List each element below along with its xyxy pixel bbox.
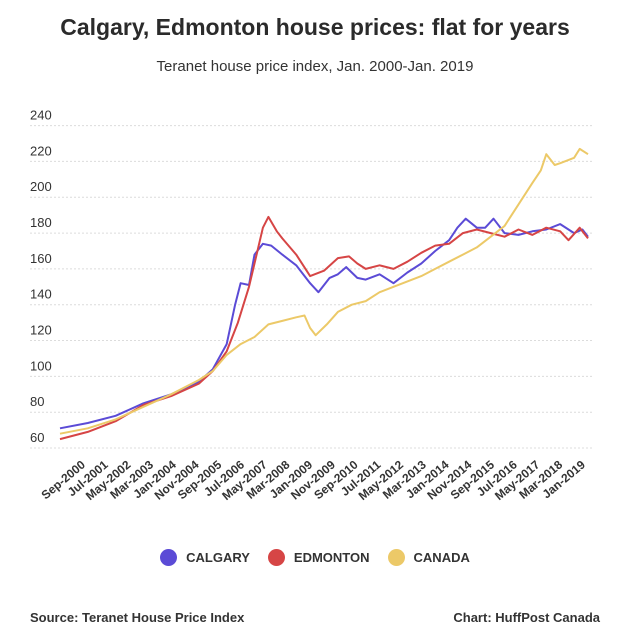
grid-lines [30, 125, 592, 449]
legend-label-edmonton: EDMONTON [293, 550, 370, 565]
legend-swatch-canada [387, 549, 405, 566]
y-axis-ticks: 60 80 100 120 140 160 180 200 220 240 [30, 108, 52, 445]
legend: CALGARY EDMONTON CANADA [0, 549, 630, 566]
legend-swatch-calgary [160, 549, 178, 566]
chart-credit: Chart: HuffPost Canada [453, 610, 600, 625]
x-axis-ticks: Sep-2000Jul-2001May-2002Mar-2003Jan-2004… [39, 457, 589, 503]
legend-item-edmonton[interactable]: EDMONTON [267, 549, 370, 566]
y-tick-label: 200 [30, 179, 52, 194]
y-tick-label: 220 [30, 143, 52, 158]
series-line-calgary [59, 217, 589, 430]
source-note: Source: Teranet House Price Index [30, 610, 245, 625]
y-tick-label: 180 [30, 215, 52, 230]
chart-subtitle: Teranet house price index, Jan. 2000-Jan… [156, 58, 474, 75]
legend-label-canada: CANADA [413, 550, 470, 565]
legend-swatch-edmonton [267, 549, 285, 566]
legend-item-canada[interactable]: CANADA [387, 549, 470, 566]
series-lines [59, 147, 589, 441]
series-line-canada [59, 147, 589, 435]
y-tick-label: 80 [30, 394, 44, 409]
chart-title: Calgary, Edmonton house prices: flat for… [60, 14, 570, 40]
y-tick-label: 60 [30, 430, 44, 445]
y-tick-label: 240 [30, 108, 52, 123]
line-chart: 60 80 100 120 140 160 180 200 220 240 Sep-2000Jul… [30, 108, 592, 503]
legend-label-calgary: CALGARY [186, 550, 250, 565]
y-tick-label: 140 [30, 287, 52, 302]
y-tick-label: 160 [30, 251, 52, 266]
y-tick-label: 100 [30, 358, 52, 373]
legend-item-calgary[interactable]: CALGARY [160, 549, 250, 566]
y-tick-label: 120 [30, 323, 52, 338]
